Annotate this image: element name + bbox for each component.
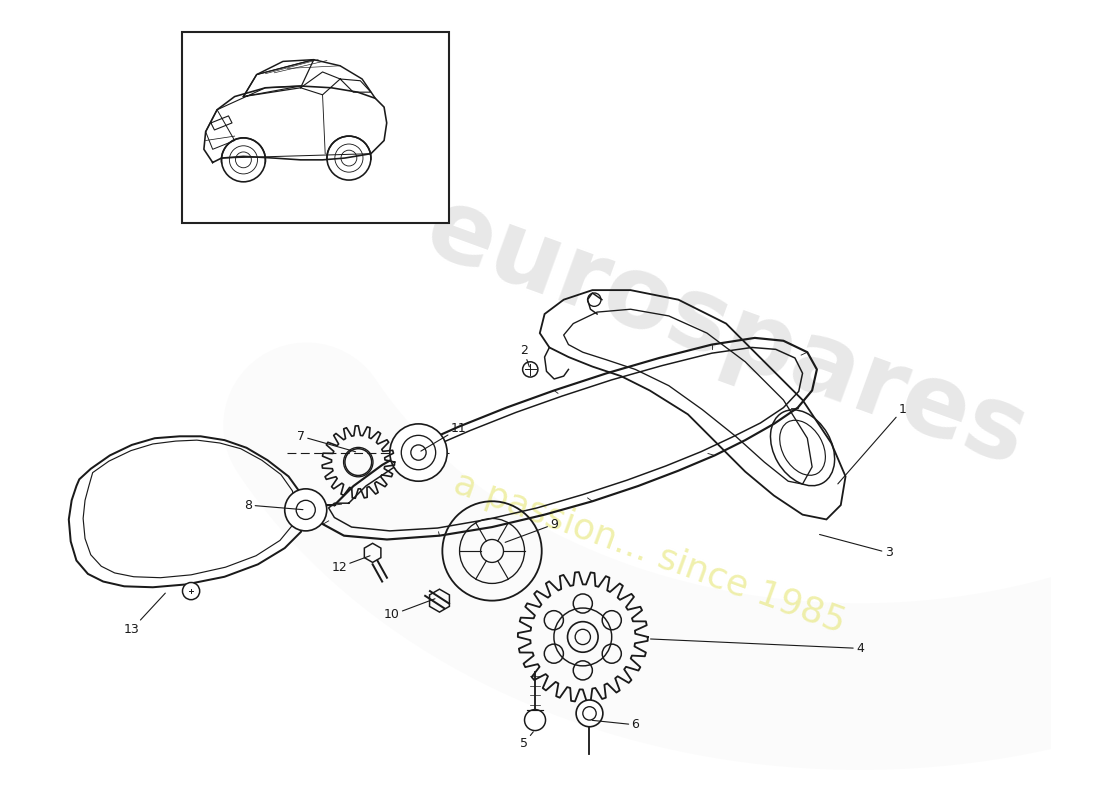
- Circle shape: [183, 582, 200, 600]
- Text: 4: 4: [650, 639, 864, 655]
- Text: 10: 10: [384, 598, 434, 622]
- Text: 1: 1: [838, 403, 906, 484]
- Text: 2: 2: [519, 344, 529, 367]
- Circle shape: [285, 489, 327, 531]
- Text: 13: 13: [124, 593, 165, 636]
- Text: 11: 11: [421, 422, 466, 451]
- Text: 7: 7: [297, 430, 355, 452]
- Text: 3: 3: [820, 534, 892, 559]
- Circle shape: [389, 424, 447, 482]
- Bar: [182, 32, 449, 223]
- Text: eurospares: eurospares: [412, 179, 1040, 486]
- Text: 9: 9: [505, 518, 558, 542]
- Text: 12: 12: [331, 556, 370, 574]
- Text: 8: 8: [244, 498, 303, 511]
- Text: a passion... since 1985: a passion... since 1985: [449, 466, 850, 640]
- Circle shape: [576, 700, 603, 726]
- Text: 5: 5: [519, 732, 534, 750]
- Text: 6: 6: [592, 718, 639, 731]
